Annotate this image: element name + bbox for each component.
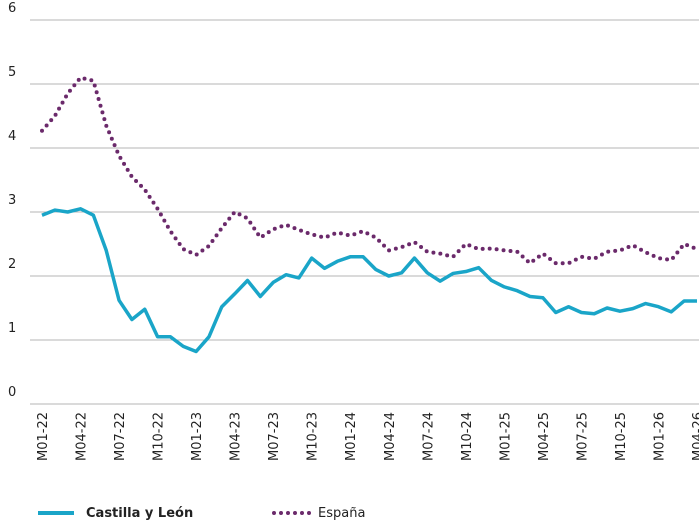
x-tick-label: M10-25 <box>614 412 629 461</box>
y-tick-label: 5 <box>8 65 16 80</box>
x-tick-label: M01-25 <box>498 412 513 461</box>
x-tick-label: M04-26 <box>691 412 699 461</box>
x-tick-label: M04-25 <box>537 412 552 461</box>
x-tick-label: M04-22 <box>75 412 90 461</box>
x-tick-label: M04-23 <box>229 412 244 461</box>
y-tick-label: 4 <box>8 129 16 144</box>
x-tick-label: M01-26 <box>652 412 667 461</box>
series-line <box>40 75 699 266</box>
y-tick-label: 3 <box>8 193 16 208</box>
series-line <box>41 207 697 354</box>
x-tick-label: M10-24 <box>460 412 475 461</box>
x-tick-label: M01-22 <box>36 412 51 461</box>
legend-label: Castilla y León <box>86 506 193 521</box>
x-tick-label: M10-22 <box>152 412 167 461</box>
y-tick-label: 1 <box>8 321 16 336</box>
y-tick-label: 0 <box>8 385 16 400</box>
x-tick-label: M07-22 <box>113 412 128 461</box>
x-tick-label: M07-24 <box>421 412 436 461</box>
x-tick-label: M04-24 <box>383 412 398 461</box>
x-tick-label: M10-23 <box>306 412 321 461</box>
y-tick-label: 6 <box>8 1 16 16</box>
legend-label: España <box>318 506 365 521</box>
x-tick-label: M07-25 <box>575 412 590 461</box>
x-tick-label: M01-23 <box>190 412 205 461</box>
x-tick-label: M01-24 <box>344 412 359 461</box>
y-tick-label: 2 <box>8 257 16 272</box>
x-tick-label: M07-23 <box>267 412 282 461</box>
